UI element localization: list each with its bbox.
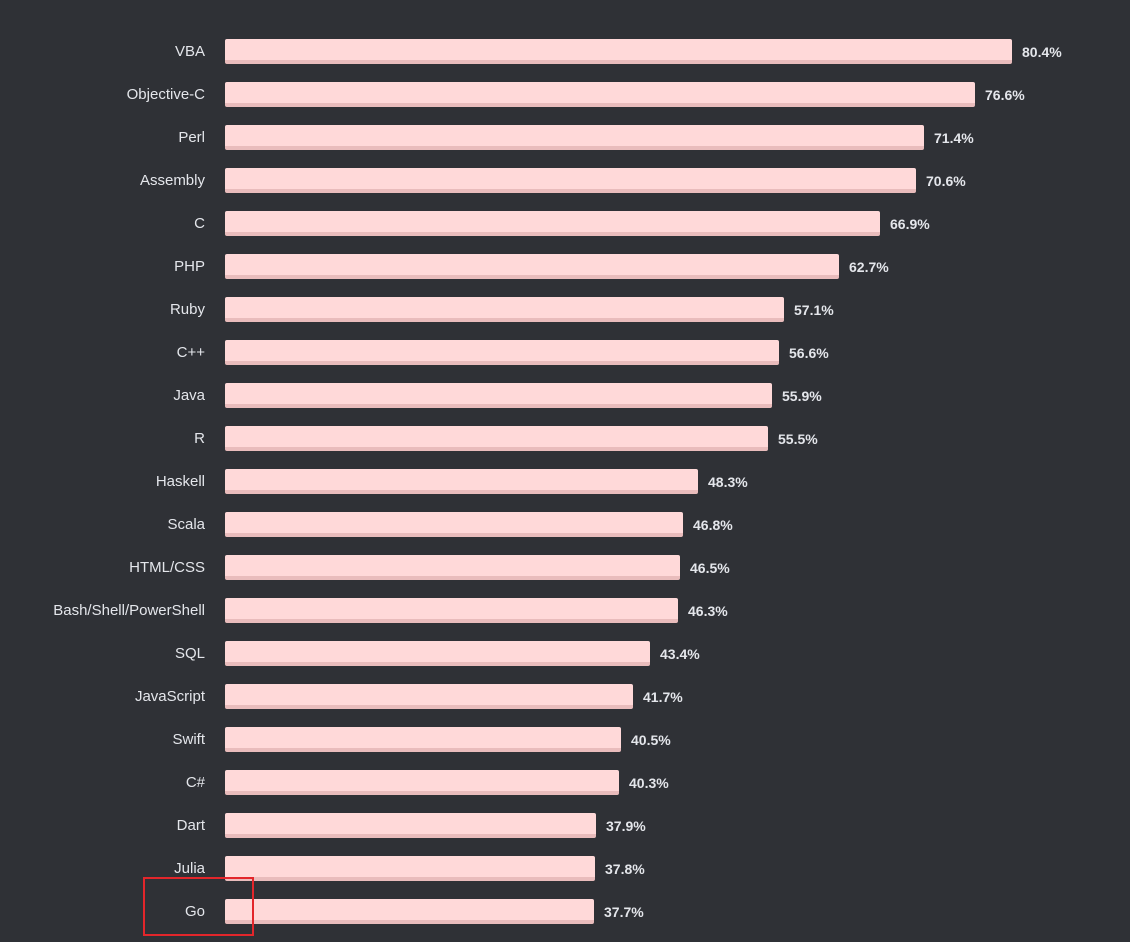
- bar: [225, 211, 880, 236]
- bar-row: Go 37.7%: [0, 899, 1130, 942]
- category-label: Ruby: [169, 301, 205, 318]
- bar-row: Julia 37.8%: [0, 856, 1130, 899]
- bar-row: Objective-C 76.6%: [0, 82, 1130, 125]
- category-label: VBA: [174, 43, 205, 60]
- bar-row: VBA 80.4%: [0, 39, 1130, 82]
- bar-row: Ruby 57.1%: [0, 297, 1130, 340]
- bar: [225, 598, 678, 623]
- value-label: 46.3%: [688, 603, 728, 619]
- bar-row: C++ 56.6%: [0, 340, 1130, 383]
- bar-row: C# 40.3%: [0, 770, 1130, 813]
- value-label: 46.5%: [690, 560, 730, 576]
- category-label: JavaScript: [134, 688, 205, 705]
- bar-row: JavaScript 41.7%: [0, 684, 1130, 727]
- category-label: C++: [176, 344, 205, 361]
- bar: [225, 770, 619, 795]
- bar-row: Scala 46.8%: [0, 512, 1130, 555]
- bar: [225, 383, 772, 408]
- value-label: 71.4%: [934, 130, 974, 146]
- bar: [225, 82, 975, 107]
- value-label: 62.7%: [849, 259, 889, 275]
- value-label: 80.4%: [1022, 44, 1062, 60]
- bar-row: Perl 71.4%: [0, 125, 1130, 168]
- value-label: 37.7%: [604, 904, 644, 920]
- category-label: R: [194, 430, 205, 447]
- category-label: PHP: [174, 258, 205, 275]
- value-label: 76.6%: [985, 87, 1025, 103]
- category-label: C: [194, 215, 205, 232]
- value-label: 46.8%: [693, 517, 733, 533]
- bar: [225, 684, 633, 709]
- bar: [225, 254, 839, 279]
- bar: [225, 727, 621, 752]
- bar-row: HTML/CSS 46.5%: [0, 555, 1130, 598]
- value-label: 70.6%: [926, 173, 966, 189]
- bar: [225, 856, 595, 881]
- category-label: SQL: [174, 645, 205, 662]
- value-label: 55.9%: [782, 388, 822, 404]
- value-label: 40.3%: [629, 775, 669, 791]
- category-label: Swift: [172, 731, 205, 748]
- bar: [225, 426, 768, 451]
- bar: [225, 641, 650, 666]
- bar-row: SQL 43.4%: [0, 641, 1130, 684]
- bar: [225, 39, 1012, 64]
- bar-row: Dart 37.9%: [0, 813, 1130, 856]
- bar-row: Java 55.9%: [0, 383, 1130, 426]
- category-label: Perl: [178, 129, 205, 146]
- bar: [225, 297, 784, 322]
- bar-row: C 66.9%: [0, 211, 1130, 254]
- bar-row: Swift 40.5%: [0, 727, 1130, 770]
- bar: [225, 340, 779, 365]
- bar: [225, 555, 680, 580]
- category-label: HTML/CSS: [129, 559, 205, 576]
- bar: [225, 899, 594, 924]
- bar: [225, 512, 683, 537]
- value-label: 55.5%: [778, 431, 818, 447]
- bar-row: Assembly 70.6%: [0, 168, 1130, 211]
- bar: [225, 469, 698, 494]
- value-label: 40.5%: [631, 732, 671, 748]
- bar-row: R 55.5%: [0, 426, 1130, 469]
- category-label: Scala: [167, 516, 205, 533]
- bar-row: Haskell 48.3%: [0, 469, 1130, 512]
- bar-row: Bash/Shell/PowerShell 46.3%: [0, 598, 1130, 641]
- category-label: Assembly: [139, 172, 205, 189]
- bar: [225, 168, 916, 193]
- category-label: Haskell: [155, 473, 205, 490]
- bar-row: PHP 62.7%: [0, 254, 1130, 297]
- category-label: Julia: [174, 860, 205, 877]
- value-label: 48.3%: [708, 474, 748, 490]
- category-label: Objective-C: [126, 86, 205, 103]
- bar: [225, 125, 924, 150]
- value-label: 37.9%: [606, 818, 646, 834]
- category-label: Go: [184, 903, 205, 920]
- category-label: Bash/Shell/PowerShell: [53, 602, 205, 619]
- category-label: Java: [173, 387, 205, 404]
- value-label: 57.1%: [794, 302, 834, 318]
- value-label: 37.8%: [605, 861, 645, 877]
- value-label: 56.6%: [789, 345, 829, 361]
- category-label: Dart: [176, 817, 205, 834]
- value-label: 66.9%: [890, 216, 930, 232]
- bar: [225, 813, 596, 838]
- category-label: C#: [185, 774, 205, 791]
- value-label: 41.7%: [643, 689, 683, 705]
- value-label: 43.4%: [660, 646, 700, 662]
